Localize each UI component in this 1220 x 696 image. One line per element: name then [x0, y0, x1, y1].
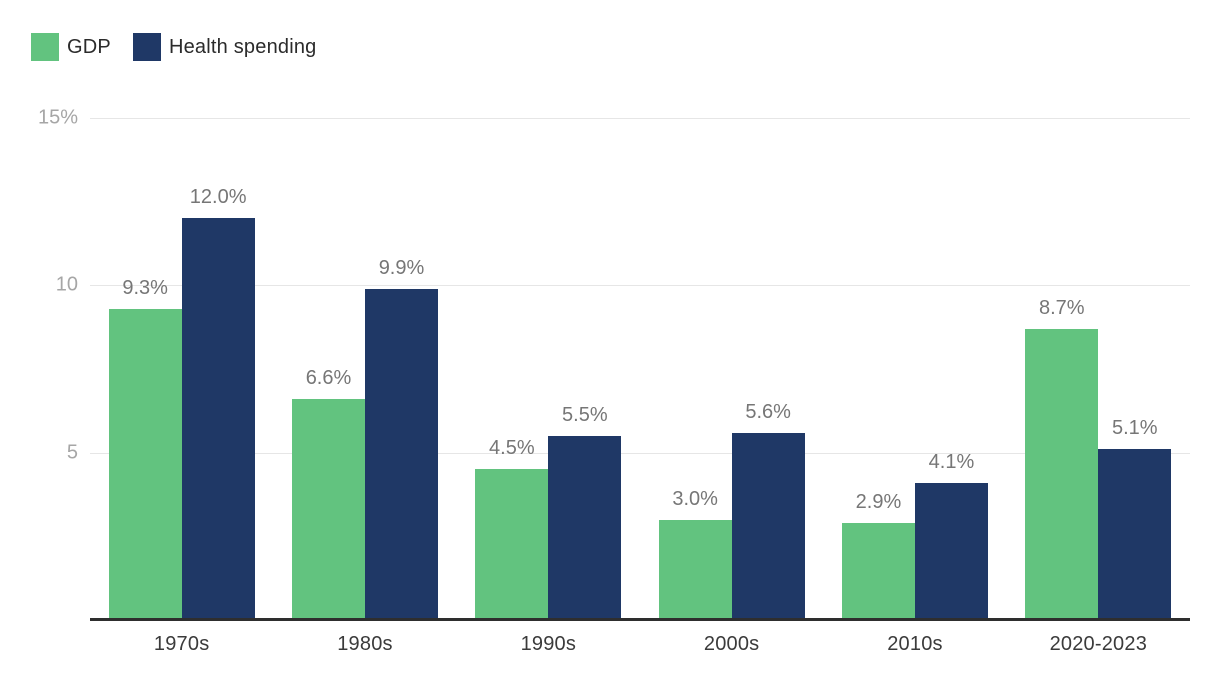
bar-value-label: 5.6% — [745, 400, 791, 423]
bar-group-1970s: 9.3% 12.0% — [90, 118, 273, 620]
gridline-15 — [90, 118, 1190, 119]
legend-item-health-spending: Health spending — [132, 33, 317, 61]
bar-group-1980s: 6.6% 9.9% — [273, 118, 456, 620]
bar-health-spending-1980s: 9.9% — [364, 257, 438, 620]
y-tick-label-5: 5 — [66, 441, 78, 464]
x-axis-label-1990s: 1990s — [520, 633, 577, 655]
bar-gdp-1980s: 6.6% — [291, 367, 365, 620]
legend-label-gdp: GDP — [67, 35, 111, 58]
bar-gdp-2010s: 2.9% — [841, 491, 915, 620]
bar-value-label: 4.5% — [489, 437, 535, 460]
bar-value-label: 12.0% — [189, 186, 247, 209]
bar-value-label: 9.9% — [378, 256, 425, 279]
bar-gdp-2000s: 3.0% — [658, 488, 732, 620]
x-axis-label-2010s: 2010s — [887, 633, 943, 655]
health-spending-swatch-icon — [132, 33, 161, 61]
x-axis-label-1970s: 1970s — [153, 633, 210, 655]
bar-value-label: 5.1% — [1112, 417, 1158, 440]
bar-health-spending-1970s: 12.0% — [181, 186, 255, 620]
bar-gdp-1990s: 4.5% — [475, 437, 549, 620]
y-tick-label-10: 10 — [55, 273, 78, 296]
bar-group-2000s: 3.0% 5.6% — [640, 118, 823, 620]
bar-group-2010s: 2.9% 4.1% — [823, 118, 1006, 620]
gridline-5 — [90, 452, 1190, 454]
x-axis-line — [90, 618, 1190, 621]
x-axis-labels: 1970s 1980s 1990s 2000s 2010s 2020-2023 — [90, 633, 1190, 656]
legend: GDP Health spending — [31, 33, 317, 61]
x-axis-label-2020-2023: 2020-2023 — [1049, 633, 1148, 655]
legend-item-gdp: GDP — [31, 33, 111, 61]
bar-value-label: 2.9% — [855, 490, 902, 513]
bar-value-label: 5.5% — [562, 403, 608, 426]
x-axis-label-2000s: 2000s — [703, 633, 760, 655]
bar-value-label: 9.3% — [122, 276, 168, 299]
y-tick-label-15: 15% — [37, 106, 78, 129]
bar-group-1990s: 4.5% 5.5% — [457, 118, 640, 620]
bar-value-label: 8.7% — [1039, 296, 1085, 319]
bar-value-label: 6.6% — [305, 367, 352, 390]
bar-gdp-2020-2023: 8.7% — [1025, 297, 1099, 620]
bar-gdp-1970s: 9.3% — [108, 277, 182, 620]
bar-health-spending-2010s: 4.1% — [914, 451, 988, 620]
bar-value-label: 4.1% — [928, 450, 975, 473]
bar-groups: 9.3% 12.0% 6.6% 9.9% 4.5% 5.5% 3.0% 5.6% 2.9% 4.1… — [90, 118, 1190, 620]
bar-health-spending-2000s: 5.6% — [731, 401, 805, 620]
x-axis-label-1980s: 1980s — [337, 633, 393, 655]
bar-health-spending-2020-2023: 5.1% — [1098, 417, 1172, 620]
bar-value-label: 3.0% — [672, 487, 718, 510]
gridline-10 — [90, 285, 1190, 287]
gdp-swatch-icon — [31, 33, 59, 61]
bar-group-2020-2023: 8.7% 5.1% — [1007, 118, 1190, 620]
plot-area: 9.3% 12.0% 6.6% 9.9% 4.5% 5.5% 3.0% 5.6% 2.9% 4.1… — [38, 107, 1190, 621]
legend-label-health-spending: Health spending — [168, 35, 317, 58]
bar-health-spending-1990s: 5.5% — [548, 404, 622, 620]
